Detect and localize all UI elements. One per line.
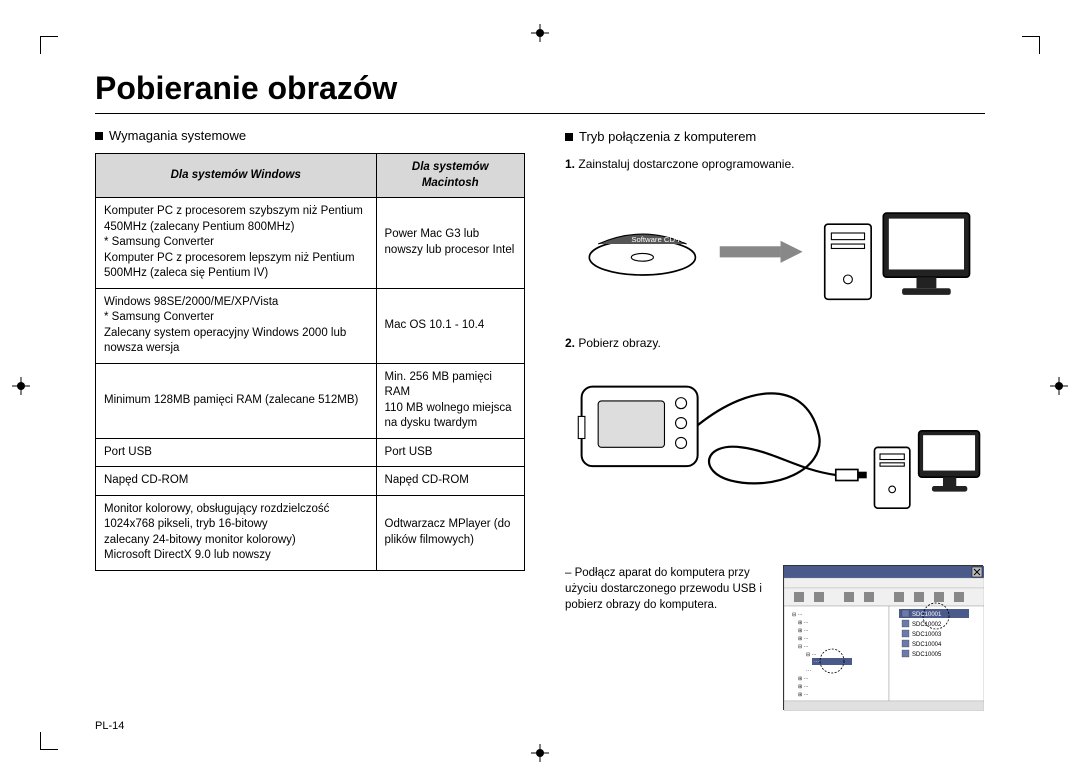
requirements-table: Dla systemów Windows Dla systemów Macint… xyxy=(95,153,525,571)
connect-instruction-text: – Podłącz aparat do komputera przy użyci… xyxy=(565,565,765,613)
table-row: Monitor kolorowy, obsługujący rozdzielcz… xyxy=(96,495,525,570)
step-2: 2. Pobierz obrazy. xyxy=(565,335,985,352)
table-cell: Napęd CD-ROM xyxy=(96,467,377,496)
section-heading-connection: Tryb połączenia z komputerem xyxy=(565,128,985,146)
table-header-mac: Dla systemów Macintosh xyxy=(376,154,524,198)
step-1: 1. Zainstaluj dostarczone oprogramowanie… xyxy=(565,156,985,173)
section-heading-requirements: Wymagania systemowe xyxy=(95,128,525,143)
svg-text:···: ··· xyxy=(806,668,811,674)
right-column: Tryb połączenia z komputerem 1. Zainstal… xyxy=(565,128,985,710)
bullet-square-icon xyxy=(95,132,103,140)
heading-text: Wymagania systemowe xyxy=(109,128,246,143)
file-browser-screenshot: ⊟ ··· ⊞ ··· ⊞ ··· ⊞ ··· ⊟ ··· ⊟ ··· ··· … xyxy=(783,565,983,710)
table-cell: Komputer PC z procesorem szybszym niż Pe… xyxy=(96,198,377,289)
table-cell: Napęd CD-ROM xyxy=(376,467,524,496)
table-cell: Monitor kolorowy, obsługujący rozdzielcz… xyxy=(96,495,377,570)
page-content: Pobieranie obrazów Wymagania systemowe D… xyxy=(95,70,985,710)
table-cell: Minimum 128MB pamięci RAM (zalecane 512M… xyxy=(96,363,377,438)
step-text: Zainstaluj dostarczone oprogramowanie. xyxy=(578,157,794,171)
svg-text:⊞ ···: ⊞ ··· xyxy=(798,620,809,626)
svg-text:⊟ ···: ⊟ ··· xyxy=(792,612,803,618)
svg-text:SDC10002: SDC10002 xyxy=(912,622,942,628)
table-cell: Odtwarzacz MPlayer (do plików filmowych) xyxy=(376,495,524,570)
left-column: Wymagania systemowe Dla systemów Windows… xyxy=(95,128,525,710)
table-cell: Windows 98SE/2000/ME/XP/Vista * Samsung … xyxy=(96,288,377,363)
crop-mark xyxy=(40,732,58,750)
svg-text:SDC10005: SDC10005 xyxy=(912,652,942,658)
step-text: Pobierz obrazy. xyxy=(578,336,660,350)
svg-text:⊞ ···: ⊞ ··· xyxy=(798,636,809,642)
install-illustration: Software CD-ROM xyxy=(565,191,985,313)
table-row: Napęd CD-ROMNapęd CD-ROM xyxy=(96,467,525,496)
heading-text: Tryb połączenia z komputerem xyxy=(579,128,756,146)
connect-illustration xyxy=(565,370,985,536)
connect-row: – Podłącz aparat do komputera przy użyci… xyxy=(565,565,985,710)
step-number: 2. xyxy=(565,336,575,350)
table-cell: Power Mac G3 lub nowszy lub procesor Int… xyxy=(376,198,524,289)
registration-mark-icon xyxy=(12,377,30,395)
step-number: 1. xyxy=(565,157,575,171)
page-title: Pobieranie obrazów xyxy=(95,70,985,114)
table-header-windows: Dla systemów Windows xyxy=(96,154,377,198)
table-row: Port USBPort USB xyxy=(96,438,525,467)
svg-text:SDC10003: SDC10003 xyxy=(912,632,942,638)
table-cell: Port USB xyxy=(376,438,524,467)
crop-mark xyxy=(1022,36,1040,54)
svg-text:SDC10001: SDC10001 xyxy=(912,612,942,618)
svg-text:⊞ ···: ⊞ ··· xyxy=(798,628,809,634)
svg-text:⊟ ···: ⊟ ··· xyxy=(806,652,817,658)
registration-mark-icon xyxy=(531,744,549,762)
registration-mark-icon xyxy=(1050,377,1068,395)
crop-mark xyxy=(40,36,58,54)
table-cell: Min. 256 MB pamięci RAM 110 MB wolnego m… xyxy=(376,363,524,438)
table-row: Minimum 128MB pamięci RAM (zalecane 512M… xyxy=(96,363,525,438)
svg-text:⊞ ···: ⊞ ··· xyxy=(798,684,809,690)
svg-text:⊞ ···: ⊞ ··· xyxy=(798,692,809,698)
table-row: Windows 98SE/2000/ME/XP/Vista * Samsung … xyxy=(96,288,525,363)
registration-mark-icon xyxy=(531,24,549,42)
table-cell: Port USB xyxy=(96,438,377,467)
bullet-square-icon xyxy=(565,133,573,141)
page-number: PL-14 xyxy=(95,720,124,732)
svg-text:Software CD-ROM: Software CD-ROM xyxy=(631,235,695,244)
svg-text:···: ··· xyxy=(814,659,819,665)
table-cell: Mac OS 10.1 - 10.4 xyxy=(376,288,524,363)
table-row: Komputer PC z procesorem szybszym niż Pe… xyxy=(96,198,525,289)
svg-text:SDC10004: SDC10004 xyxy=(912,642,942,648)
svg-text:⊟ ···: ⊟ ··· xyxy=(798,644,809,650)
svg-text:⊞ ···: ⊞ ··· xyxy=(798,676,809,682)
